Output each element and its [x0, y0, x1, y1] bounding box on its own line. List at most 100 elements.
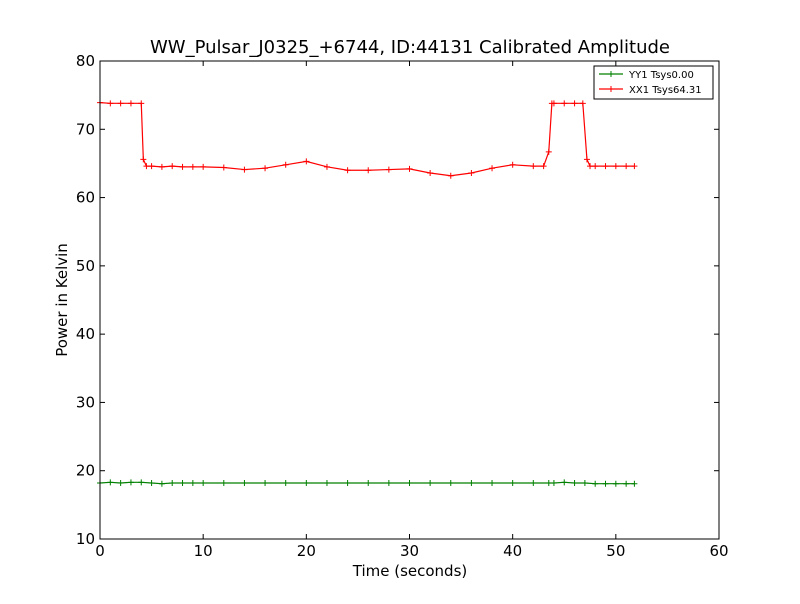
data-point	[579, 100, 586, 107]
x-tick-label: 0	[95, 542, 105, 560]
data-point	[385, 480, 392, 487]
data-point	[509, 161, 516, 168]
y-tick-label: 80	[76, 52, 95, 70]
data-point	[489, 480, 496, 487]
data-point	[200, 163, 207, 170]
y-tick-label: 70	[76, 120, 95, 138]
data-point	[179, 163, 186, 170]
legend-label: YY1 Tsys0.00	[628, 70, 694, 81]
data-point	[344, 480, 351, 487]
data-point	[623, 163, 630, 170]
data-point	[530, 163, 537, 170]
data-point	[581, 480, 588, 487]
y-tick-label: 60	[76, 189, 95, 207]
data-point	[107, 479, 114, 486]
data-point	[365, 480, 372, 487]
data-point	[602, 163, 609, 170]
data-point	[262, 165, 269, 172]
data-point	[427, 480, 434, 487]
y-tick-label: 30	[76, 393, 95, 411]
data-point	[117, 100, 124, 107]
data-point	[282, 480, 289, 487]
data-point	[583, 156, 590, 163]
data-point	[138, 479, 145, 486]
data-point	[571, 480, 578, 487]
x-tick-label: 60	[709, 542, 728, 560]
data-point	[140, 156, 147, 163]
data-point	[602, 480, 609, 487]
data-point	[623, 480, 630, 487]
legend-marker	[608, 86, 614, 92]
data-point	[447, 172, 454, 179]
data-point	[406, 480, 413, 487]
data-point	[550, 480, 557, 487]
data-point	[169, 480, 176, 487]
series-2	[97, 99, 638, 179]
data-point	[241, 166, 248, 173]
data-point	[592, 163, 599, 170]
data-point	[179, 480, 186, 487]
data-point	[561, 479, 568, 486]
legend-label: XX1 Tsys64.31	[629, 85, 702, 96]
data-point	[169, 163, 176, 170]
chart-title: WW_Pulsar_J0325_+6744, ID:44131 Calibrat…	[150, 37, 670, 58]
series-1	[97, 479, 638, 487]
data-point	[427, 169, 434, 176]
y-tick-label: 50	[76, 257, 95, 275]
y-axis: 10 20 30 40 50 60 70 80	[76, 52, 719, 548]
data-point	[148, 163, 155, 170]
plot-area	[100, 61, 719, 539]
x-axis: 0 10 20 30 40 50 60	[95, 61, 729, 560]
data-point	[587, 163, 594, 170]
data-point	[158, 480, 165, 487]
y-tick-label: 40	[76, 325, 95, 343]
data-point	[540, 163, 547, 170]
data-point	[631, 480, 638, 487]
data-point	[127, 100, 134, 107]
x-tick-label: 10	[194, 542, 213, 560]
data-point	[138, 100, 145, 107]
data-point	[365, 167, 372, 174]
data-point	[612, 480, 619, 487]
legend-marker	[608, 71, 614, 77]
x-tick-label: 50	[606, 542, 625, 560]
data-point	[489, 165, 496, 172]
y-tick-label: 20	[76, 462, 95, 480]
data-point	[612, 163, 619, 170]
data-point	[323, 163, 330, 170]
y-axis-label: Power in Kelvin	[53, 243, 71, 357]
data-point	[200, 480, 207, 487]
data-point	[127, 479, 134, 486]
data-point	[468, 480, 475, 487]
y-tick-label: 10	[76, 530, 95, 548]
data-point	[530, 480, 537, 487]
data-point	[148, 480, 155, 487]
data-point	[545, 480, 552, 487]
series-layer	[97, 99, 638, 487]
data-point	[189, 480, 196, 487]
data-point	[447, 480, 454, 487]
data-point	[117, 480, 124, 487]
data-point	[323, 480, 330, 487]
data-point	[545, 148, 552, 155]
data-point	[631, 163, 638, 170]
data-point	[303, 480, 310, 487]
data-point	[303, 158, 310, 165]
data-point	[158, 163, 165, 170]
data-point	[385, 166, 392, 173]
data-point	[262, 480, 269, 487]
data-point	[571, 100, 578, 107]
data-point	[592, 480, 599, 487]
x-tick-label: 40	[503, 542, 522, 560]
data-point	[143, 163, 150, 170]
data-point	[107, 100, 114, 107]
x-tick-label: 30	[400, 542, 419, 560]
data-point	[220, 480, 227, 487]
data-point	[282, 161, 289, 168]
x-axis-label: Time (seconds)	[352, 562, 468, 580]
data-point	[344, 167, 351, 174]
data-point	[561, 100, 568, 107]
data-point	[241, 480, 248, 487]
x-tick-label: 20	[297, 542, 316, 560]
